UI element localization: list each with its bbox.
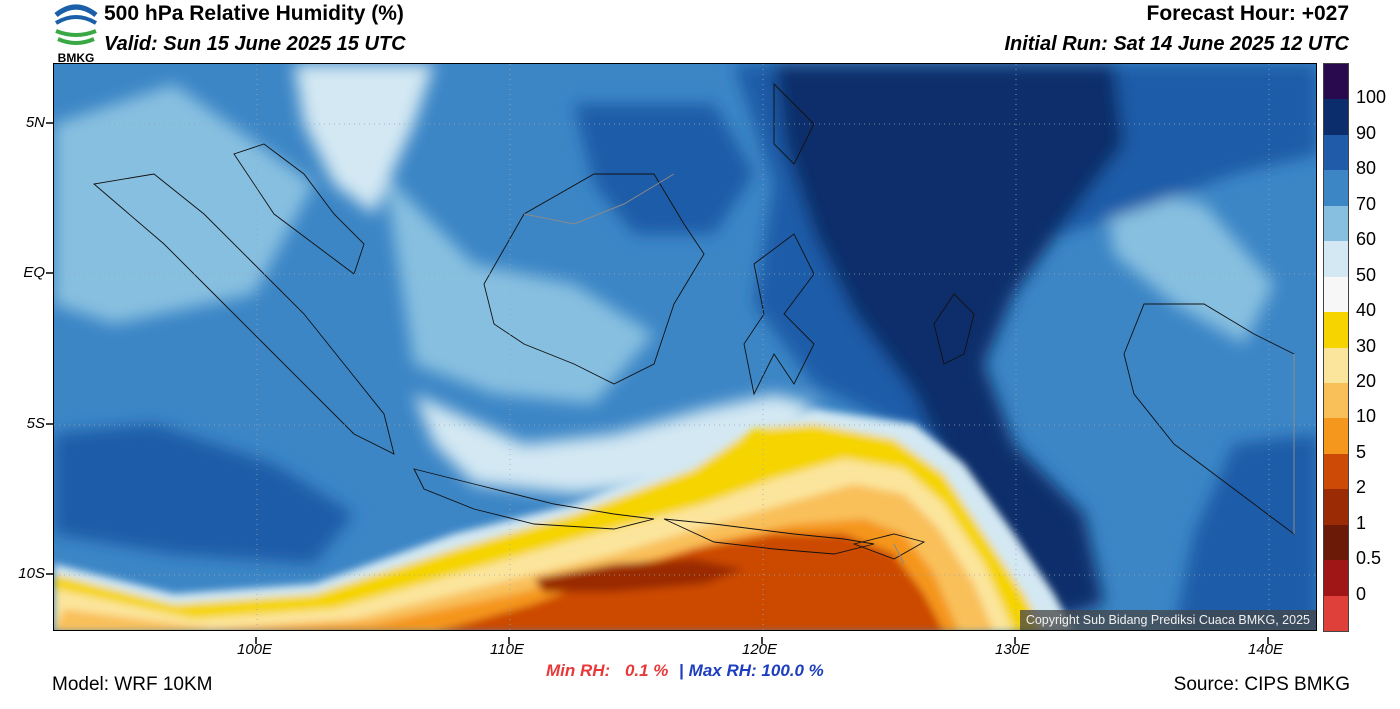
rh-zone-southwest-wet: [54, 424, 354, 564]
colorbar-swatch: [1324, 489, 1348, 525]
colorbar-swatch: [1324, 205, 1348, 242]
colorbar-swatch: [1324, 276, 1348, 313]
new-guinea-coast: [1123, 303, 1295, 535]
colorbar-label: 60: [1356, 229, 1377, 250]
colorbar-swatch: [1324, 312, 1348, 348]
colorbar-segments: [1323, 63, 1349, 632]
lon-tick-100e: 100E: [237, 641, 273, 658]
lon-tick-120e: 120E: [742, 641, 778, 658]
colorbar-swatch: [1324, 453, 1348, 490]
gridlines: [54, 64, 1316, 630]
rh-zone-dry-north: [294, 64, 434, 214]
colorbar-label: 5: [1356, 441, 1367, 462]
colorbar-swatch: [1324, 524, 1348, 561]
copyright-notice: Copyright Sub Bidang Prediksi Cuaca BMKG…: [1019, 610, 1316, 630]
colorbar-label: 30: [1356, 335, 1377, 356]
borneo-coast: [483, 173, 705, 385]
rh-zone-east-light: [1104, 184, 1274, 344]
rh-zone-west-light: [54, 84, 314, 324]
lon-tick-110e: 110E: [490, 641, 524, 658]
lat-tick-eq: EQ: [23, 264, 45, 281]
colorbar-label: 40: [1356, 300, 1377, 321]
humidity-field: [54, 64, 1316, 630]
malay-peninsula-coast: [233, 143, 365, 275]
lon-tick-130e: 130E: [995, 641, 1031, 658]
colorbar: [1323, 63, 1349, 632]
colorbar-swatch: [1324, 64, 1348, 100]
initial-run: Initial Run: Sat 14 June 2025 12 UTC: [1004, 33, 1349, 55]
colorbar-label: 0: [1356, 583, 1367, 604]
valid-time: Valid: Sun 15 June 2025 15 UTC: [104, 33, 406, 55]
model-label: Model: WRF 10KM: [52, 674, 213, 695]
colorbar-swatch: [1324, 134, 1348, 171]
country-borders: [523, 173, 1295, 565]
colorbar-label: 80: [1356, 158, 1377, 179]
min-max-readout: Min RH: 0.1 % | Max RH: 100.0 %: [546, 661, 824, 681]
colorbar-swatch: [1324, 170, 1348, 206]
bmkg-logo-text: BMKG: [57, 51, 95, 65]
min-rh-label: Min RH:: [546, 661, 611, 680]
colorbar-label: 10: [1356, 406, 1377, 427]
colorbar-swatch: [1324, 99, 1348, 135]
rh-zone-borneo-wet: [574, 104, 754, 234]
colorbar-swatch: [1324, 382, 1348, 419]
border-timor: [893, 543, 905, 565]
min-max-separator: |: [679, 661, 684, 680]
chart-title: 500 hPa Relative Humidity (%): [104, 2, 404, 25]
colorbar-label: 70: [1356, 193, 1377, 214]
colorbar-swatch: [1324, 241, 1348, 277]
sulawesi-coast: [743, 233, 815, 396]
max-rh-label: Max RH: 100.0 %: [688, 661, 824, 680]
colorbar-swatch: [1324, 595, 1348, 631]
colorbar-label: 90: [1356, 122, 1377, 143]
rh-zone-southeast-wet: [1174, 434, 1316, 630]
lat-tick-5n: 5N: [25, 114, 45, 131]
colorbar-label: 0.5: [1356, 548, 1382, 569]
colorbar-swatch: [1324, 418, 1348, 454]
rh-zone-central-light: [384, 174, 654, 404]
min-rh-value: 0.1 %: [624, 661, 669, 680]
timor-coast: [852, 533, 926, 560]
lon-tick-140e: 140E: [1248, 641, 1284, 658]
colorbar-label: 100: [1356, 87, 1387, 108]
java-coast: [413, 468, 655, 530]
border-borneo: [523, 173, 675, 225]
halmahera-coast: [933, 293, 975, 365]
colorbar-label: 2: [1356, 477, 1367, 498]
colorbar-swatch: [1324, 347, 1348, 383]
humidity-map: Copyright Sub Bidang Prediksi Cuaca BMKG…: [53, 63, 1317, 631]
colorbar-label: 20: [1356, 370, 1377, 391]
lat-tick-10s: 10S: [18, 565, 45, 582]
colorbar-swatch: [1324, 560, 1348, 596]
lat-tick-marks: [46, 63, 53, 631]
coastlines: [92, 82, 1295, 560]
lat-tick-5s: 5S: [26, 415, 45, 432]
sumatra-coast: [92, 173, 395, 455]
colorbar-label: 1: [1356, 512, 1367, 533]
colorbar-label: 50: [1356, 264, 1377, 285]
bmkg-emblem-icon: [54, 4, 98, 45]
lon-tick-marks: [53, 631, 1317, 644]
source-label: Source: CIPS BMKG: [1173, 674, 1350, 695]
bmkg-logo: BMKG: [52, 1, 100, 65]
forecast-hour: Forecast Hour: +027: [1146, 2, 1350, 25]
rh-zone-very-wet-core: [774, 64, 1124, 630]
nusa-tenggara-coast: [663, 518, 875, 555]
